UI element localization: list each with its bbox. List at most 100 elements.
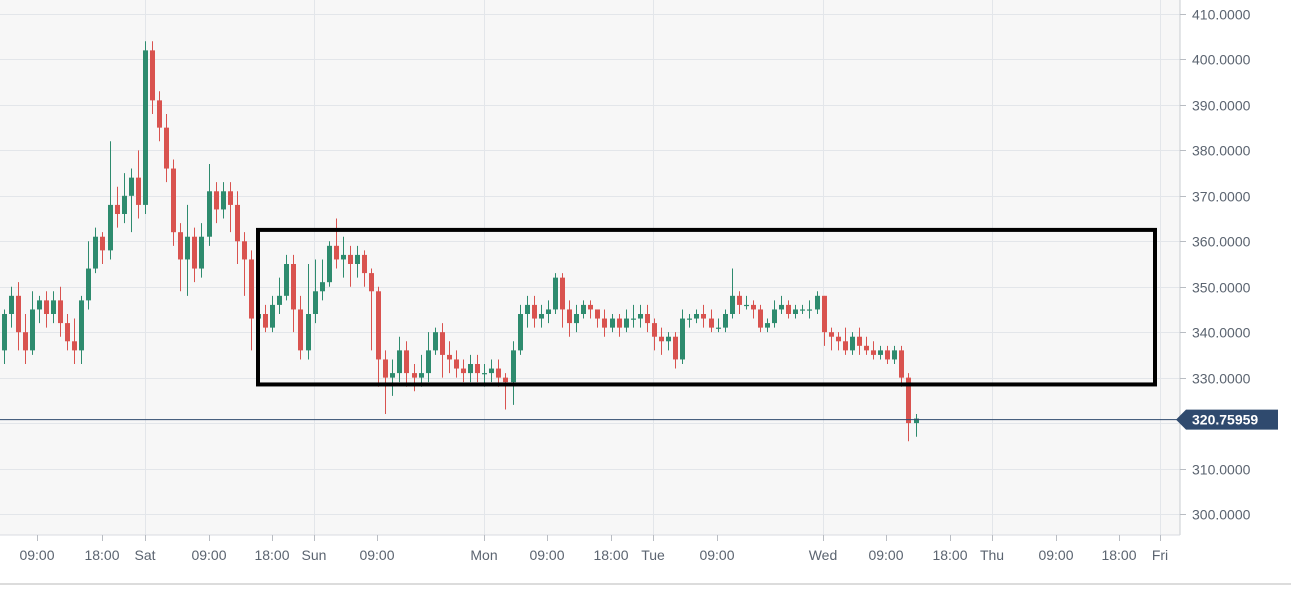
candle [680, 309, 685, 364]
candle [687, 314, 692, 328]
candle-body [58, 300, 63, 324]
candle [468, 354, 473, 383]
candle-body [482, 373, 487, 375]
candle [284, 254, 289, 301]
candle-body [235, 204, 240, 242]
candle-body [447, 354, 452, 360]
candle-body [9, 295, 14, 314]
candle [546, 300, 551, 324]
candle-body [122, 195, 127, 214]
candle-body [178, 232, 183, 260]
candle [185, 204, 190, 296]
candle-body [383, 359, 388, 378]
y-axis: 410.0000 400.0000 390.0000 380.0000 370.0000… [1176, 7, 1278, 523]
candle-body [871, 350, 876, 355]
candle [355, 245, 360, 278]
candle [518, 304, 523, 355]
candle-body [906, 377, 911, 424]
candle-body [468, 364, 473, 374]
candle-body [376, 291, 381, 360]
candle [136, 150, 141, 219]
candle-body [673, 336, 678, 360]
candle [228, 182, 233, 233]
x-tick-label: Mon [470, 547, 497, 563]
candle-body [807, 309, 812, 311]
x-tick-label: 09:00 [359, 547, 394, 563]
y-tick-label: 300.0000 [1192, 507, 1251, 523]
candle [249, 250, 254, 351]
candle-body [404, 350, 409, 374]
candle [277, 277, 282, 314]
candle [857, 327, 862, 355]
candle [65, 314, 70, 351]
candle-body [412, 373, 417, 378]
candle-body [758, 309, 763, 328]
candle [815, 291, 820, 314]
candle [475, 354, 480, 383]
y-tick-label: 340.0000 [1192, 325, 1251, 341]
candle [100, 232, 105, 264]
candle-body [164, 127, 169, 169]
candle-body [793, 309, 798, 314]
candle-body [397, 350, 402, 374]
candle-body [136, 177, 141, 205]
candle-body [532, 304, 537, 319]
candle [560, 273, 565, 328]
candle-body [843, 341, 848, 351]
candle [610, 314, 615, 333]
candle [37, 295, 42, 324]
candle [617, 314, 622, 337]
candle [242, 232, 247, 296]
candle-body [716, 327, 721, 329]
candle-body [489, 368, 494, 374]
candle-body [108, 204, 113, 251]
candle-body [320, 282, 325, 292]
candle-body [496, 368, 501, 378]
candle-body [291, 264, 296, 310]
x-tick-label: Fri [1152, 547, 1168, 563]
candle [829, 327, 834, 351]
candle-body [129, 177, 134, 196]
candle-body [100, 236, 105, 251]
x-tick-label: Thu [980, 547, 1004, 563]
candle [539, 304, 544, 328]
candle-body [574, 314, 579, 324]
current-price-tag: 320.75959 [1176, 409, 1278, 430]
x-tick-label: 18:00 [593, 547, 628, 563]
candle [51, 291, 56, 324]
x-tick-label: 18:00 [254, 547, 289, 563]
x-tick-label: 18:00 [932, 547, 967, 563]
candle [567, 300, 572, 337]
candle-body [914, 418, 919, 424]
candle [115, 186, 120, 228]
candle [93, 227, 98, 274]
candle [659, 327, 664, 355]
candle [511, 341, 516, 405]
candle [44, 291, 49, 328]
candle-body [433, 332, 438, 351]
candle [157, 91, 162, 142]
candle [786, 300, 791, 319]
candle [800, 304, 805, 314]
candle [779, 295, 784, 314]
candle [461, 359, 466, 383]
highlight-box [256, 227, 1157, 387]
candle-body [567, 309, 572, 324]
x-tick-label: 09:00 [868, 547, 903, 563]
y-tick-label: 370.0000 [1192, 189, 1251, 205]
candle-body [277, 295, 282, 305]
candle-body [864, 345, 869, 351]
x-axis: 09:00 18:00 Sat 09:00 18:00 Sun 09:00 Mon 09:00 1… [19, 535, 1168, 563]
candle [235, 191, 240, 264]
candle-body [143, 50, 148, 205]
candle-body [737, 295, 742, 305]
candle-body [581, 304, 586, 314]
candle-body [171, 168, 176, 233]
y-tick-label: 350.0000 [1192, 280, 1251, 296]
candle-body [829, 332, 834, 337]
candle [864, 336, 869, 355]
candle-body [440, 332, 445, 355]
candle [369, 268, 374, 351]
candle-body [539, 314, 544, 319]
y-tick-label: 310.0000 [1192, 462, 1251, 478]
